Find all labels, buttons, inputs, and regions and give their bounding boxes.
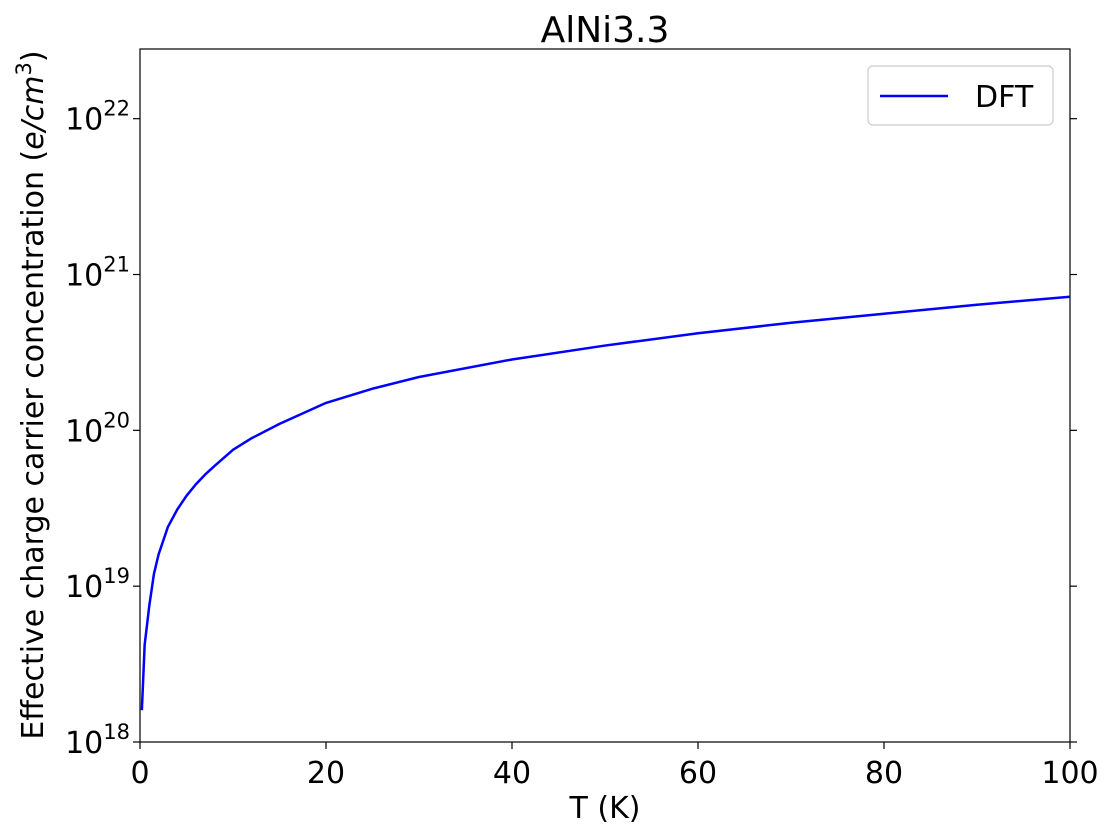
x-tick-label: 40 bbox=[493, 756, 531, 791]
y-tick-label: 1018 bbox=[65, 720, 130, 761]
y-axis-label: Effective charge carrier concentration (… bbox=[12, 50, 51, 739]
y-axis-label-unit-exp: 3 bbox=[12, 62, 36, 75]
legend: DFT bbox=[867, 65, 1054, 126]
x-tick-label: 60 bbox=[679, 756, 717, 791]
legend-box bbox=[867, 65, 1054, 126]
y-tick-label: 1021 bbox=[65, 253, 130, 294]
y-tick-label-base: 10 bbox=[65, 570, 103, 605]
y-tick-label-exponent: 22 bbox=[103, 97, 130, 121]
y-tick-label: 1019 bbox=[65, 564, 130, 605]
series-layer bbox=[140, 295, 1071, 711]
y-tick-label-base: 10 bbox=[65, 259, 103, 294]
y-tick-label-base: 10 bbox=[65, 103, 103, 138]
y-tick-label-base: 10 bbox=[65, 414, 103, 449]
x-axis: 0 20 40 60 80 100 bbox=[130, 742, 1099, 791]
y-axis-label-close: ) bbox=[16, 50, 51, 62]
y-axis-label-unit: e/cm bbox=[16, 75, 51, 149]
y-tick-label-exponent: 20 bbox=[103, 408, 130, 432]
x-tick-label: 100 bbox=[1041, 756, 1098, 791]
y-tick-label-exponent: 21 bbox=[103, 253, 130, 277]
y-tick-label-exponent: 19 bbox=[103, 564, 130, 588]
y-axis-label-main: Effective charge carrier concentration ( bbox=[16, 150, 51, 740]
x-axis-label: T (K) bbox=[569, 791, 641, 826]
legend-label-dft: DFT bbox=[975, 80, 1034, 115]
y-tick-label: 1022 bbox=[65, 97, 130, 138]
y-tick-label-exponent: 18 bbox=[103, 720, 130, 744]
y-tick-label-base: 10 bbox=[65, 726, 103, 761]
chart-title: AlNi3.3 bbox=[541, 10, 670, 51]
series-line-dft bbox=[140, 295, 1071, 711]
x-tick-label: 80 bbox=[865, 756, 903, 791]
y-tick-label: 1020 bbox=[65, 408, 130, 449]
x-tick-label: 20 bbox=[307, 756, 345, 791]
x-tick-label: 0 bbox=[130, 756, 149, 791]
plot-frame bbox=[139, 48, 1071, 743]
